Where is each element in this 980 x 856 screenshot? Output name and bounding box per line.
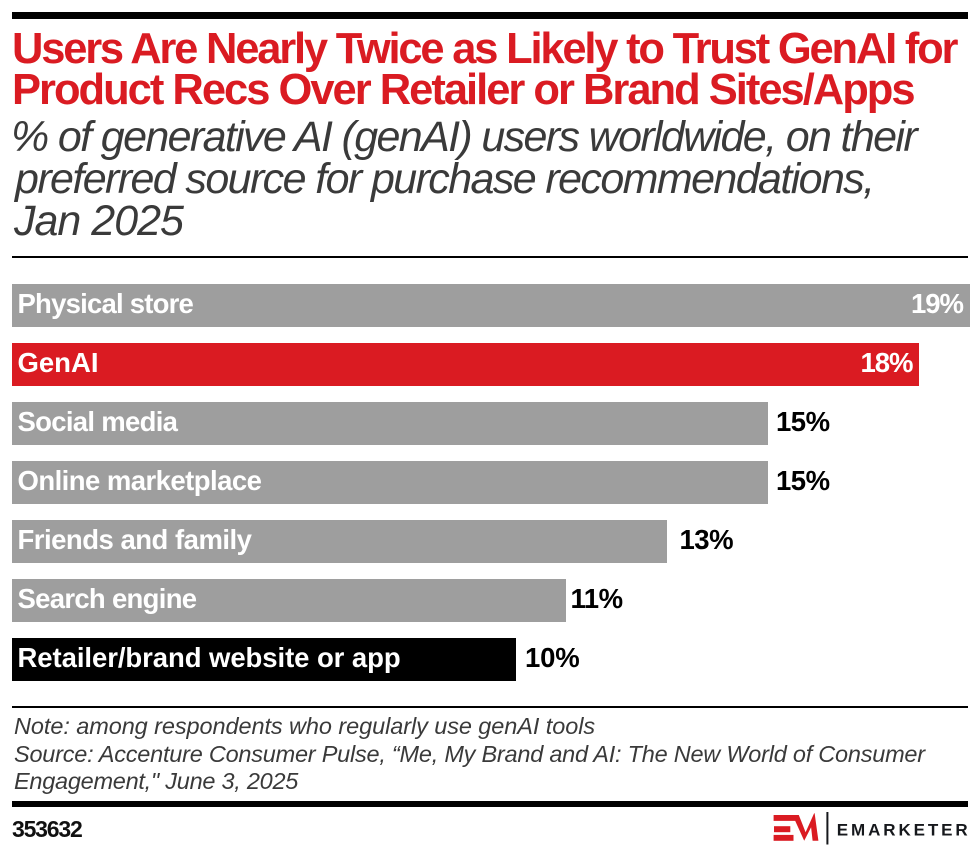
svg-text:EMARKETER: EMARKETER — [837, 821, 971, 840]
